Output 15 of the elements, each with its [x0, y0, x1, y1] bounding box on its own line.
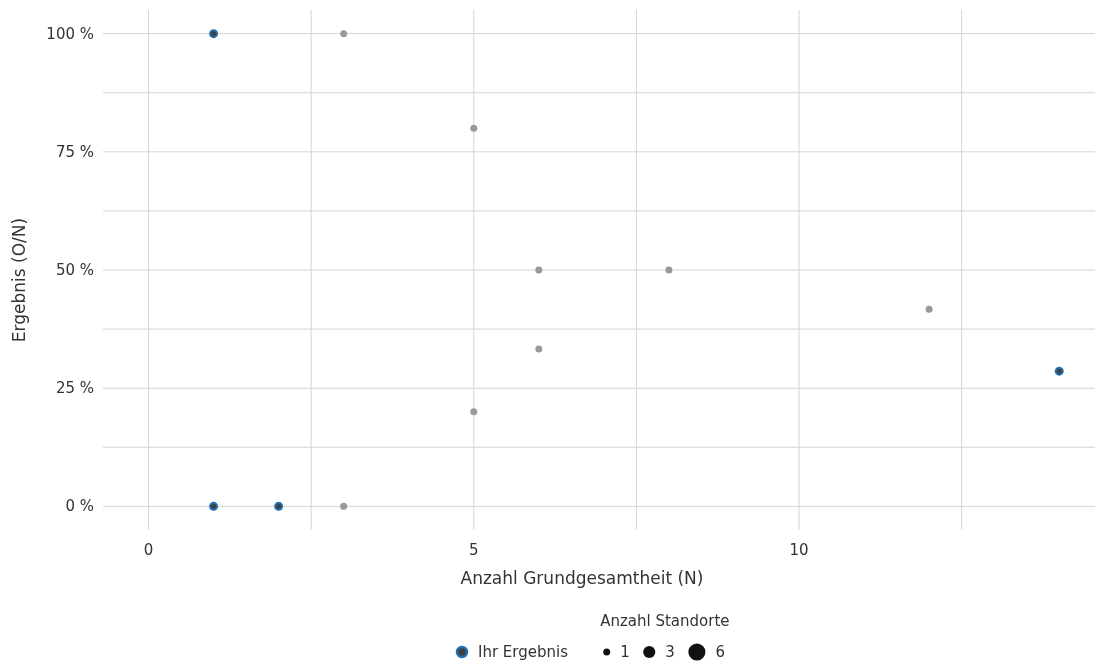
- y-axis-title: Ergebnis (O/N): [9, 217, 29, 343]
- y-tick-label: 75 %: [55, 142, 94, 161]
- x-tick-label: 0: [143, 541, 154, 559]
- y-tick-label: 25 %: [55, 379, 94, 398]
- x-axis-title: Anzahl Grundgesamtheit (N): [460, 568, 704, 588]
- x-tick-label: 5: [469, 541, 479, 559]
- legend-label: Ihr Ergebnis: [478, 643, 569, 661]
- y-tick-label: 50 %: [55, 261, 94, 279]
- y-tick-label: 100 %: [46, 24, 94, 43]
- legend-label: 1: [620, 643, 630, 661]
- legend-label: 6: [715, 643, 726, 661]
- legend-title: Anzahl Standorte: [600, 612, 730, 630]
- x-tick-label: 10: [789, 541, 809, 559]
- legend-label: 3: [665, 643, 675, 661]
- y-tick-label: 0 %: [65, 497, 94, 516]
